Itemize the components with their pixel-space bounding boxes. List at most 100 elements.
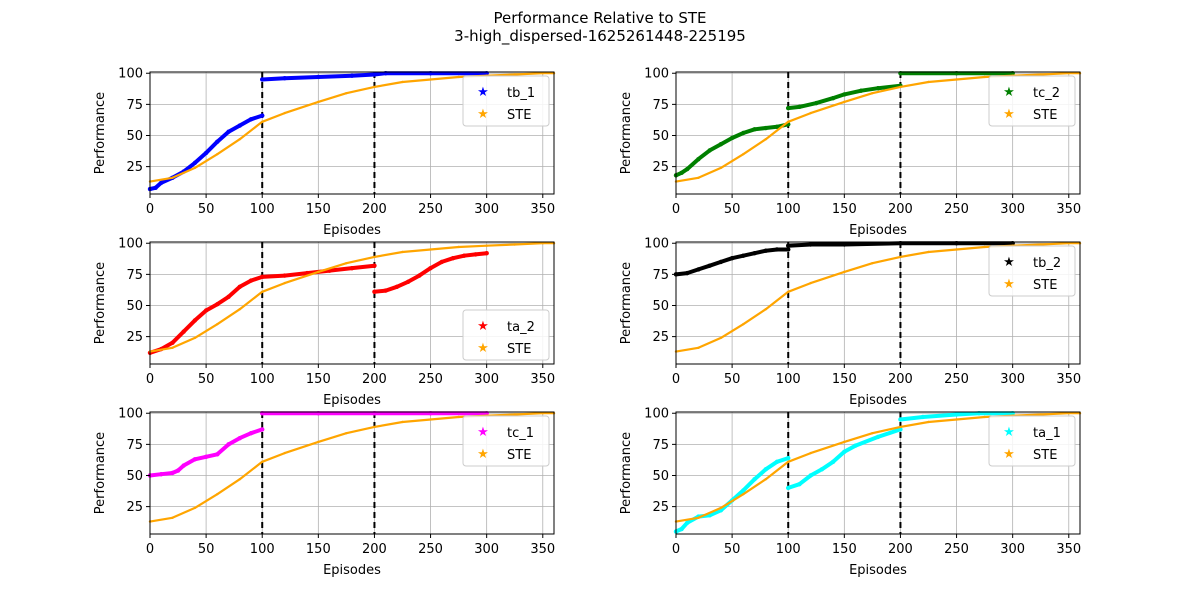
legend-marker-star-icon: ★ (1003, 107, 1015, 122)
data-point-STE (787, 290, 790, 293)
legend: ★ tc_2 ★ STE (988, 75, 1076, 127)
data-point-STE (541, 412, 544, 415)
data-point-ta_1 (898, 417, 903, 422)
x-tick-label: 350 (530, 542, 555, 557)
x-tick-label: 150 (832, 202, 857, 217)
x-axis-label: Episodes (323, 393, 381, 408)
data-point-tc_1 (260, 427, 265, 432)
data-point-STE (871, 261, 874, 265)
data-point-ta_2 (394, 284, 400, 290)
x-tick-label: 0 (146, 542, 154, 557)
data-point-STE (983, 415, 986, 419)
data-point-STE (373, 425, 376, 429)
data-point-tc_1 (159, 472, 164, 477)
data-point-STE (238, 478, 241, 481)
data-point-tb_2 (774, 247, 780, 252)
legend-marker-star-icon: ★ (477, 85, 489, 100)
legend-label: ta_2 (507, 320, 535, 335)
axes-frame (675, 241, 1081, 365)
data-point-STE (764, 308, 767, 311)
data-point-STE (429, 248, 432, 251)
x-tick-label: 250 (418, 202, 443, 217)
legend-marker-star-icon: ★ (1003, 85, 1015, 100)
y-tick-label: 50 (652, 129, 669, 144)
y-tick-label: 100 (118, 237, 143, 252)
data-point-STE (345, 91, 348, 95)
data-point-STE (809, 111, 812, 115)
data-point-ta_2 (450, 255, 456, 261)
data-point-STE (261, 120, 264, 123)
data-point-tc_1 (203, 454, 209, 460)
data-point-tb_1 (237, 123, 242, 128)
legend-marker-star-icon: ★ (477, 341, 489, 356)
data-point-tc_1 (170, 470, 175, 476)
chart-panel-bottom-left: 0 50 100 150 200 250 300 350 25 50 75 100 Episodes Pe… (93, 407, 556, 578)
x-tick-label: 0 (672, 202, 680, 217)
data-point-ta_1 (898, 427, 903, 432)
y-axis-label: Performance (93, 262, 108, 344)
data-point-ta_2 (260, 274, 265, 280)
x-tick-label: 100 (250, 372, 275, 387)
x-tick-label: 100 (776, 372, 801, 387)
axes-frame (149, 71, 555, 195)
y-tick-label: 50 (126, 469, 143, 484)
data-point-tc_1 (226, 442, 231, 447)
data-point-STE (871, 431, 874, 435)
data-point-ta_2 (484, 251, 489, 256)
data-point-STE (899, 255, 902, 259)
data-point-tc_2 (763, 125, 768, 131)
chart-panel-bottom-right: 0 50 100 150 200 250 300 350 25 50 75 100 Episodes Pe… (619, 407, 1082, 578)
data-point-STE (983, 75, 986, 79)
data-point-ta_2 (192, 318, 198, 323)
data-point-tb_2 (741, 253, 746, 258)
data-point-tb_2 (786, 243, 791, 248)
data-point-ta_1 (819, 467, 825, 472)
y-tick-label: 25 (652, 500, 669, 515)
data-point-tc_2 (797, 104, 802, 110)
y-tick-label: 25 (126, 160, 143, 175)
data-point-ta_1 (808, 473, 813, 478)
data-point-STE (955, 248, 958, 251)
x-tick-label: 300 (474, 202, 499, 217)
axes-frame (675, 71, 1081, 195)
data-point-tb_2 (718, 259, 724, 265)
data-point-ta_1 (875, 434, 881, 440)
series-STE (674, 242, 1082, 353)
data-point-ta_1 (786, 485, 791, 491)
data-point-STE (283, 451, 286, 455)
legend-box (462, 415, 550, 467)
legend-marker-star-icon: ★ (477, 447, 489, 462)
data-point-tb_1 (260, 77, 265, 82)
data-point-STE (238, 308, 241, 311)
data-point-tb_1 (159, 180, 164, 185)
data-point-tc_2 (707, 148, 712, 153)
x-tick-label: 250 (944, 542, 969, 557)
data-point-STE (843, 270, 846, 274)
data-point-STE (238, 138, 241, 141)
x-tick-label: 150 (832, 372, 857, 387)
legend-box (462, 75, 550, 127)
data-point-STE (927, 80, 930, 84)
x-tick-label: 200 (362, 202, 387, 217)
data-point-STE (719, 506, 723, 510)
x-tick-label: 350 (1056, 372, 1081, 387)
y-tick-label: 75 (126, 268, 143, 283)
x-axis-label: Episodes (849, 563, 907, 578)
x-tick-label: 200 (362, 542, 387, 557)
data-point-tc_2 (679, 170, 684, 176)
legend: ★ ta_2 ★ STE (462, 309, 550, 361)
legend-marker-star-icon: ★ (477, 107, 489, 122)
legend-box (988, 245, 1076, 297)
data-point-tb_2 (696, 267, 701, 272)
series-STE (148, 72, 556, 183)
legend-box (988, 415, 1076, 467)
series-tb_1 (147, 71, 489, 192)
data-point-ta_2 (226, 294, 231, 299)
series-tb_2 (673, 241, 1015, 277)
data-point-tc_2 (814, 100, 819, 106)
data-point-tb_2 (707, 263, 712, 268)
data-point-STE (697, 346, 700, 350)
x-tick-label: 100 (250, 542, 275, 557)
series-STE (674, 72, 1082, 183)
